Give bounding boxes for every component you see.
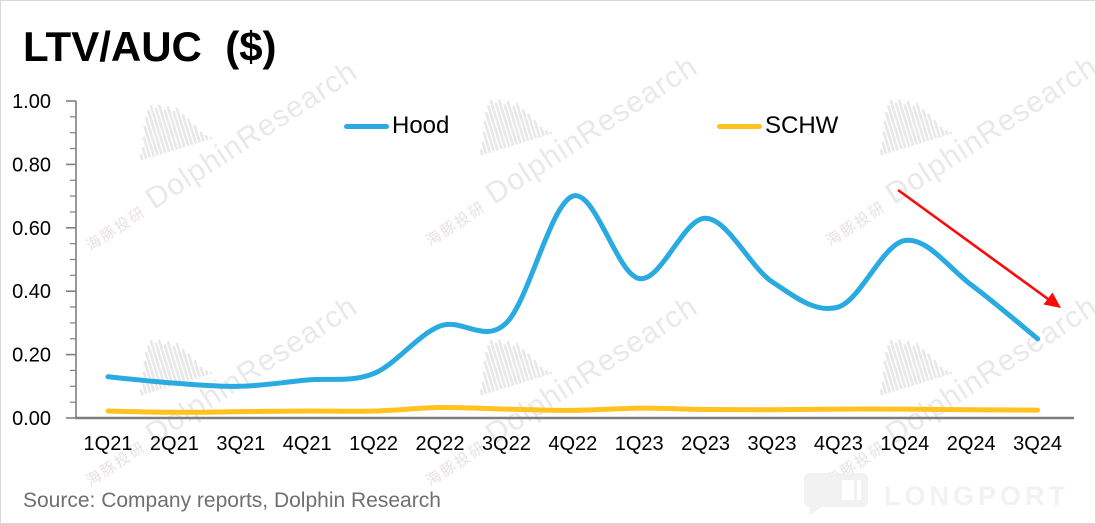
hood-line: [105, 193, 1041, 389]
x-axis-label: 1Q24: [880, 433, 929, 455]
x-axis-label: 3Q22: [482, 433, 531, 455]
axis-ticks: [66, 100, 76, 419]
chat-bubble-icon: [804, 473, 868, 520]
source-note: Source: Company reports, Dolphin Researc…: [23, 489, 441, 512]
y-axis-label: 0.40: [12, 281, 51, 303]
longport-wordmark: LONGPORT: [884, 481, 1069, 511]
x-axis-label: 2Q24: [947, 433, 996, 455]
x-axis-label: 2Q23: [681, 433, 730, 455]
x-axis-label: 3Q24: [1013, 433, 1062, 455]
x-axis-label: 1Q21: [84, 433, 133, 455]
x-axis-label: 4Q21: [283, 433, 332, 455]
longport-logo: LONGPORT: [804, 473, 1069, 520]
x-axis-label: 1Q23: [615, 433, 664, 455]
y-axis-label: 0.00: [12, 408, 51, 430]
y-axis-label: 0.60: [12, 218, 51, 240]
series-lines: [105, 193, 1041, 415]
x-axis-label: 3Q21: [216, 433, 265, 455]
x-axis-label: 4Q22: [548, 433, 597, 455]
y-axis-label: 0.20: [12, 345, 51, 367]
x-axis-label: 4Q23: [814, 433, 863, 455]
y-axis-label: 0.80: [12, 154, 51, 176]
legend-item-hood: Hood: [344, 112, 449, 140]
schw-line: [105, 404, 1041, 415]
legend-label-schw: SCHW: [765, 112, 839, 139]
trend-arrow: [897, 188, 1061, 308]
legend-line-hood: [344, 123, 389, 129]
y-axis-label: 1.00: [12, 91, 51, 113]
x-axis-label: 3Q23: [748, 433, 797, 455]
page-title: LTV/AUC ($): [23, 23, 277, 70]
axis-labels: 0.00 0.20 0.40 0.60 0.80 1.00 1Q21 2Q21 3Q21 4Q21…: [12, 91, 1062, 455]
legend-item-schw: SCHW: [717, 112, 838, 140]
x-axis-label: 2Q21: [150, 433, 199, 455]
legend-line-schw: [717, 123, 762, 129]
x-axis-label: 2Q22: [416, 433, 465, 455]
x-axis-label: 1Q22: [349, 433, 398, 455]
legend-label-hood: Hood: [392, 112, 450, 139]
